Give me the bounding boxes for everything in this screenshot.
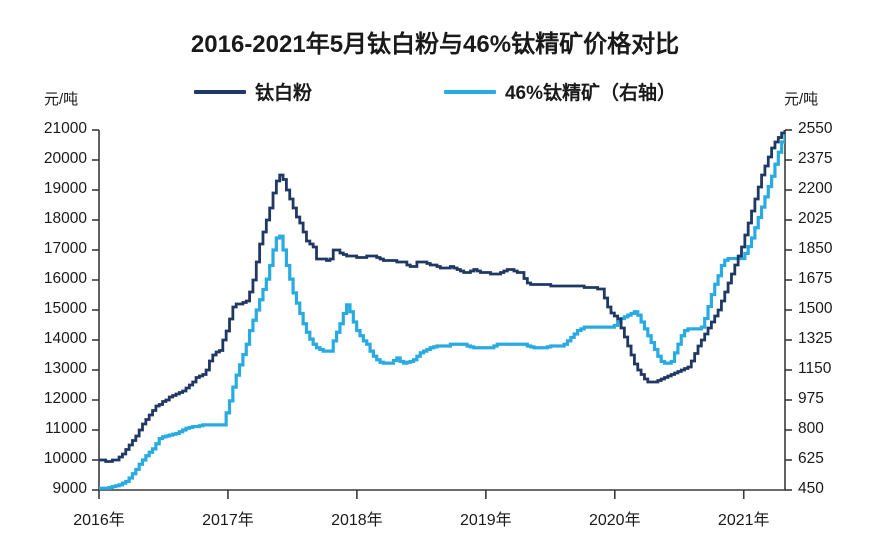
legend-item-titanium-concentrate[interactable]: 46%钛精矿（右轴） — [443, 78, 677, 105]
right-axis-tick-label: 2200 — [798, 180, 833, 197]
right-axis-tick-label: 450 — [798, 480, 824, 497]
left-axis-tick-label: 11000 — [45, 420, 87, 437]
left-axis-tick-label: 12000 — [43, 390, 87, 407]
x-axis-tick-label: 2016年 — [73, 512, 125, 529]
x-axis-tick-label: 2019年 — [460, 512, 512, 529]
chart-title: 2016-2021年5月钛白粉与46%钛精矿价格对比 — [190, 31, 680, 58]
left-axis-tick-label: 21000 — [43, 120, 87, 137]
right-axis-tick-label: 975 — [798, 390, 824, 407]
right-axis-tick-label: 1325 — [798, 330, 833, 347]
right-axis-tick-label: 1150 — [798, 360, 832, 377]
x-axis-tick-label: 2018年 — [331, 512, 383, 529]
left-axis-tick-label: 9000 — [52, 480, 87, 497]
x-axis-tick-label: 2021年 — [717, 512, 770, 529]
left-axis-tick-label: 15000 — [43, 300, 87, 317]
right-axis-tick-label: 625 — [798, 450, 824, 467]
x-axis-tick-label: 2020年 — [588, 512, 641, 529]
left-axis-tick-label: 20000 — [43, 150, 87, 167]
right-axis-tick-label: 1675 — [798, 270, 833, 287]
left-axis-tick-label: 18000 — [43, 210, 87, 227]
right-axis-tick-label: 2550 — [798, 120, 833, 137]
legend-label-titanium-concentrate: 46%钛精矿（右轴） — [504, 83, 677, 104]
legend-swatch-titanium-dioxide — [193, 89, 246, 94]
left-axis-tick-label: 16000 — [43, 270, 87, 287]
right-axis-tick-label: 1500 — [798, 300, 833, 317]
legend-swatch-titanium-concentrate — [443, 89, 496, 94]
series-line-titanium-dioxide — [99, 130, 785, 463]
right-axis-tick-label: 2025 — [798, 210, 833, 227]
left-axis-unit: 元/吨 — [44, 91, 79, 108]
left-axis-tick-label: 17000 — [43, 240, 87, 257]
chart-legend: 钛白粉 46%钛精矿（右轴） — [0, 78, 870, 105]
left-axis-tick-label: 13000 — [43, 360, 87, 377]
x-axis-tick-label: 2017年 — [202, 512, 254, 529]
left-axis-tick-label: 10000 — [43, 450, 87, 467]
legend-item-titanium-dioxide[interactable]: 钛白粉 — [193, 78, 312, 105]
right-axis-unit: 元/吨 — [784, 91, 819, 108]
right-axis-tick-label: 2375 — [798, 150, 833, 167]
left-axis-tick-label: 14000 — [43, 330, 87, 347]
legend-label-titanium-dioxide: 钛白粉 — [254, 83, 312, 104]
right-axis-tick-label: 800 — [798, 420, 824, 437]
left-axis-tick-label: 19000 — [43, 180, 87, 197]
right-axis-tick-label: 1850 — [798, 240, 833, 257]
series-line-titanium-concentrate — [99, 130, 785, 490]
